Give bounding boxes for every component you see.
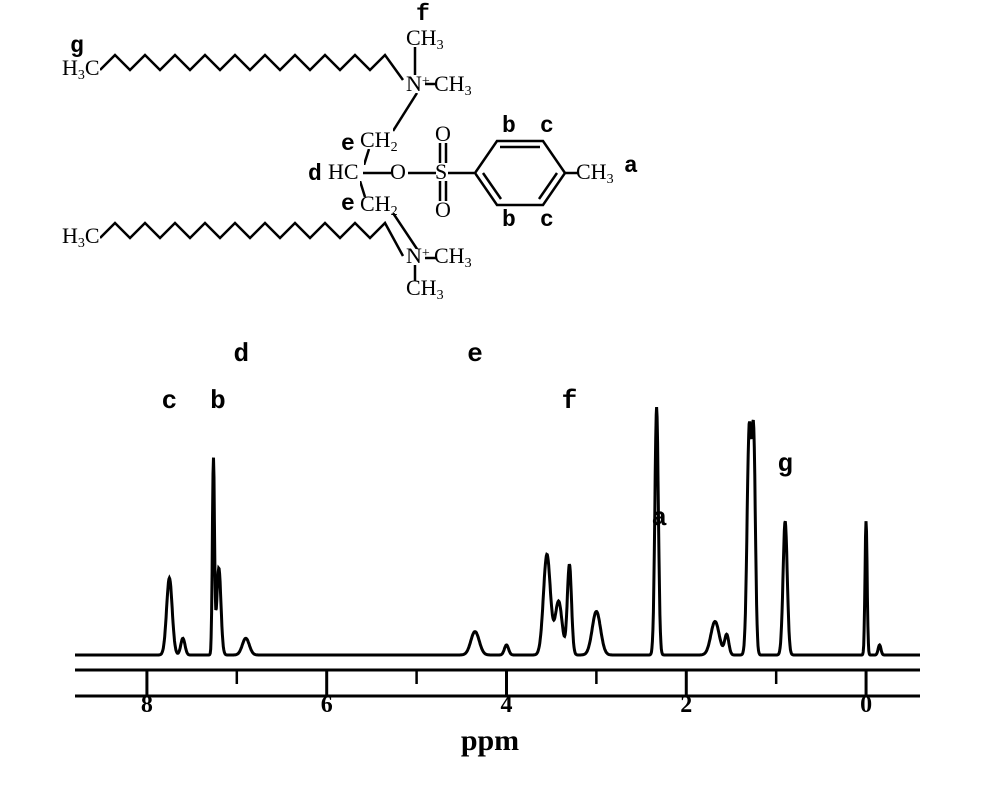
tick-4: 4 — [500, 692, 512, 719]
tick-2: 2 — [680, 692, 692, 719]
peak-label-a: a — [651, 503, 667, 533]
atom-nbot-ch3-1: CH3 — [434, 245, 472, 271]
bond-nbot-ch3-2 — [410, 265, 420, 281]
atom-ntop-ch3-2: CH3 — [434, 73, 472, 99]
bond-nbot-ch3-1 — [425, 253, 437, 263]
bond-ntop-ch2 — [393, 93, 423, 133]
peak-label-d: d — [233, 339, 249, 369]
atom-g-top: H3C — [62, 57, 100, 83]
alkyl-chain-top — [100, 50, 420, 100]
peak-label-f: f — [562, 386, 578, 416]
chemical-structure: f g e d e b c b c a H3C CH3 N+ CH3 CH2 H… — [110, 15, 710, 305]
peak-label-e: e — [467, 339, 483, 369]
atom-a-ch3: CH3 — [576, 161, 614, 187]
x-ticks: 8 6 4 2 0 — [40, 692, 940, 716]
bond-hc-o — [363, 170, 391, 176]
label-d: d — [308, 163, 322, 186]
label-a: a — [624, 155, 638, 178]
bond-s-o-dbl1 — [438, 143, 448, 163]
nmr-figure: f g e d e b c b c a H3C CH3 N+ CH3 CH2 H… — [0, 0, 990, 790]
bond-etop-d — [364, 149, 374, 165]
atom-o-dbl1: O — [435, 123, 451, 145]
spectrum-svg — [40, 300, 940, 760]
bond-ntop-ch3-2 — [425, 79, 437, 89]
label-e-top: e — [341, 133, 355, 156]
tick-6: 6 — [321, 692, 333, 719]
bond-o-s — [408, 170, 436, 176]
label-c-bot: c — [540, 209, 554, 232]
nmr-plot: 8 6 4 2 0 c b d e f a g ppm — [40, 300, 940, 760]
peak-label-b: b — [210, 386, 226, 416]
atom-o-link: O — [390, 161, 406, 183]
label-b-bot: b — [502, 209, 516, 232]
tick-8: 8 — [141, 692, 153, 719]
atom-o-dbl2: O — [435, 199, 451, 221]
bond-ring-ch3 — [565, 170, 579, 176]
tick-0: 0 — [860, 692, 872, 719]
atom-s: S — [435, 161, 447, 183]
peak-label-c: c — [162, 386, 178, 416]
alkyl-chain-bot — [100, 218, 420, 268]
bond-d-ebot — [360, 181, 370, 197]
x-axis-label: ppm — [40, 724, 940, 758]
label-f: f — [416, 3, 430, 26]
atom-d-ch: HC — [328, 161, 359, 183]
bond-ntop-ch3 — [410, 47, 420, 75]
peak-label-g: g — [777, 449, 793, 479]
benzene-ring — [470, 135, 570, 211]
atom-g-bot: H3C — [62, 225, 100, 251]
bond-ebot-nbot — [393, 213, 423, 249]
bond-s-o-dbl2 — [438, 181, 448, 201]
label-e-bot: e — [341, 193, 355, 216]
